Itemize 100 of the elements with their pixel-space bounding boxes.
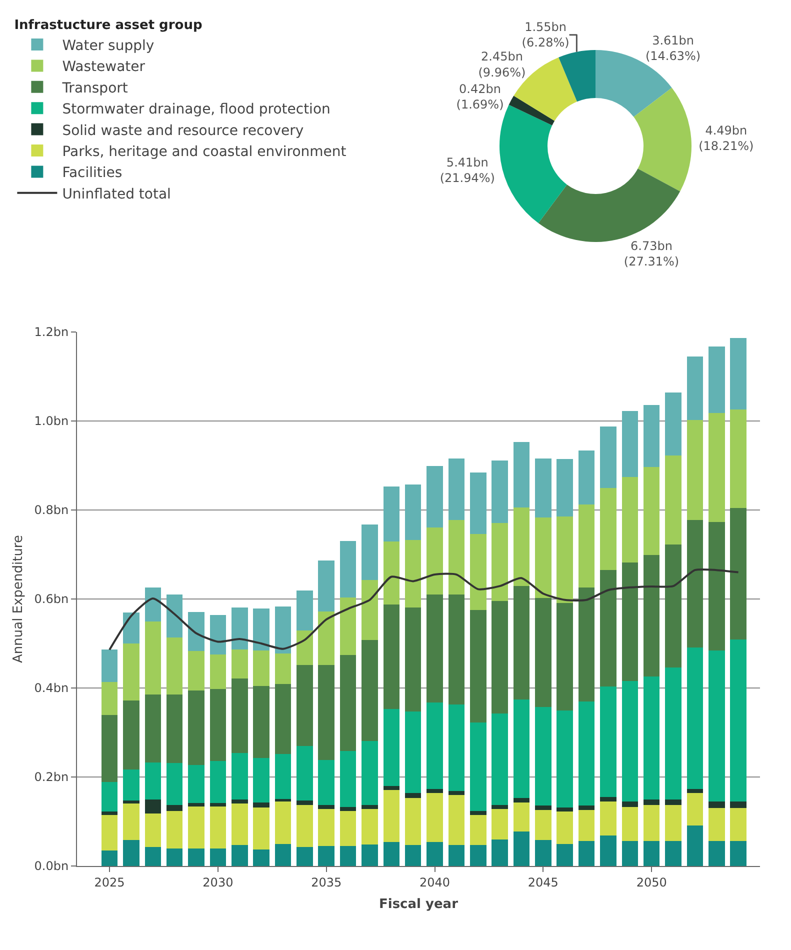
bar bbox=[535, 458, 552, 518]
x-tick-label: 2035 bbox=[311, 875, 342, 890]
donut-slice bbox=[538, 168, 680, 242]
bar bbox=[600, 488, 616, 570]
x-axis-title: Fiscal year bbox=[378, 897, 459, 912]
donut-slice bbox=[558, 50, 596, 102]
bar bbox=[231, 678, 248, 753]
bar bbox=[362, 809, 378, 845]
bar bbox=[340, 598, 356, 656]
donut-slice bbox=[634, 88, 692, 192]
bar bbox=[340, 541, 356, 598]
bar bbox=[123, 840, 140, 866]
bar bbox=[231, 650, 248, 679]
bar bbox=[166, 594, 183, 638]
bar bbox=[622, 680, 638, 802]
bar bbox=[231, 845, 248, 866]
bar bbox=[253, 758, 270, 802]
bar bbox=[708, 522, 725, 651]
bar bbox=[210, 806, 226, 849]
y-tick-label: 1.0bn bbox=[34, 414, 69, 428]
bar bbox=[253, 807, 270, 850]
bar bbox=[470, 610, 486, 723]
bar bbox=[274, 798, 292, 802]
legend-label: Uninflated total bbox=[62, 186, 171, 202]
bar bbox=[274, 684, 292, 754]
bar bbox=[144, 622, 162, 695]
bar bbox=[383, 790, 400, 842]
bar bbox=[188, 806, 204, 849]
bar bbox=[362, 580, 378, 640]
bar bbox=[665, 456, 682, 545]
bar bbox=[513, 442, 530, 508]
bar bbox=[643, 676, 660, 800]
bar bbox=[535, 598, 552, 708]
bar bbox=[318, 809, 334, 846]
bar bbox=[296, 664, 313, 746]
bar bbox=[101, 650, 118, 682]
bar bbox=[556, 807, 573, 812]
bar bbox=[556, 844, 573, 866]
bar bbox=[492, 713, 508, 806]
bar bbox=[318, 611, 334, 665]
bar bbox=[643, 841, 660, 866]
bar bbox=[296, 805, 313, 847]
bar bbox=[535, 518, 552, 598]
bar bbox=[340, 750, 356, 807]
bar bbox=[448, 594, 465, 704]
bar bbox=[123, 804, 140, 840]
bar bbox=[318, 805, 334, 810]
bar bbox=[708, 841, 725, 866]
bar bbox=[166, 694, 183, 764]
bar bbox=[556, 603, 573, 710]
bar bbox=[513, 586, 530, 700]
bar bbox=[101, 715, 118, 782]
bar bbox=[340, 846, 356, 866]
bar bbox=[665, 805, 682, 842]
bar bbox=[492, 805, 508, 810]
bar bbox=[404, 793, 422, 798]
bar bbox=[274, 754, 292, 799]
bar bbox=[665, 841, 682, 866]
bar bbox=[492, 809, 508, 840]
legend-label: Transport bbox=[61, 80, 128, 96]
bar bbox=[362, 844, 378, 866]
bar bbox=[492, 839, 508, 866]
bar bbox=[362, 640, 378, 741]
bar bbox=[622, 841, 638, 866]
y-axis-title: Annual Expenditure bbox=[11, 535, 26, 663]
data-label: 5.41bn (21.94%) bbox=[440, 155, 495, 185]
bar bbox=[730, 409, 746, 508]
bar bbox=[622, 411, 638, 478]
bar bbox=[708, 346, 725, 413]
data-label: 4.49bn (18.21%) bbox=[698, 123, 754, 154]
bar bbox=[383, 486, 400, 542]
bar bbox=[210, 688, 226, 761]
bar bbox=[622, 806, 638, 842]
bar bbox=[404, 484, 422, 540]
bar bbox=[231, 803, 248, 846]
bar bbox=[470, 814, 486, 846]
bar bbox=[535, 840, 552, 866]
bar bbox=[556, 812, 573, 844]
bar bbox=[210, 760, 226, 803]
bar bbox=[144, 813, 162, 847]
bar bbox=[578, 587, 595, 702]
bar bbox=[188, 651, 204, 691]
y-tick-label: 0.6bn bbox=[34, 592, 69, 606]
bar bbox=[600, 426, 616, 488]
bar bbox=[101, 811, 118, 815]
bar bbox=[210, 802, 226, 806]
bar bbox=[404, 607, 422, 712]
bar bbox=[643, 554, 660, 676]
bar bbox=[686, 520, 704, 648]
bar bbox=[123, 700, 140, 770]
y-tick-label: 0.8bn bbox=[34, 503, 69, 518]
bar bbox=[296, 800, 313, 806]
bar bbox=[231, 752, 248, 800]
bar bbox=[622, 562, 638, 681]
legend-title: Infrastucture asset group bbox=[14, 18, 202, 33]
bar bbox=[513, 507, 530, 586]
bar bbox=[643, 466, 660, 555]
bar bbox=[253, 686, 270, 758]
bar bbox=[253, 650, 270, 686]
bar bbox=[535, 707, 552, 806]
